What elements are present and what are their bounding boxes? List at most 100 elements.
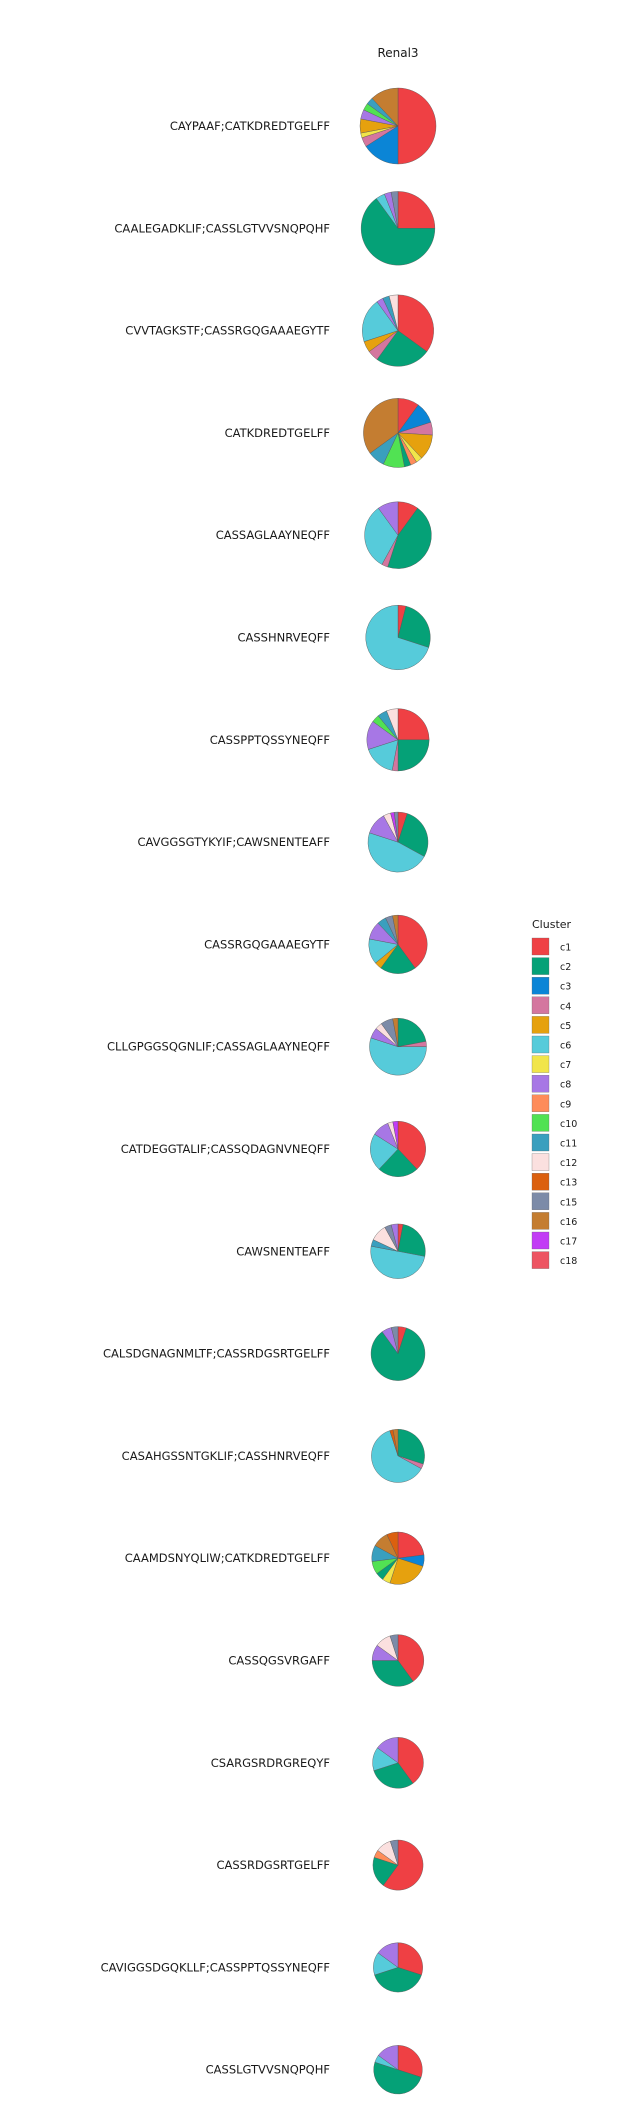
pie-row: CAVIGGSDGQKLLF;CASSPPTQSSYNEQFF xyxy=(101,1942,423,1993)
legend-swatch-c2 xyxy=(531,957,550,975)
legend-label-c9: c9 xyxy=(560,1099,571,1110)
legend-title: Cluster xyxy=(532,918,572,931)
pie-slice-c6 xyxy=(369,1037,427,1076)
pie-row: CVVTAGKSTF;CASSRGQGAAAEGYTF xyxy=(125,294,434,367)
row-label: CAYPAAF;CATKDREDTGELFF xyxy=(170,119,330,133)
pie-row: CAVGGSGTYKYIF;CAWSNENTEAFF xyxy=(137,811,429,873)
pie-slice-c1 xyxy=(397,191,436,229)
row-label: CVVTAGKSTF;CASSRGQGAAAEGYTF xyxy=(125,324,330,338)
pie-slice-c2 xyxy=(397,1017,427,1047)
row-label: CSARGSRDRGREQYF xyxy=(211,1756,330,1770)
facet-title: Renal3 xyxy=(377,46,418,60)
pie-slice-c5 xyxy=(389,1557,424,1585)
pie-row: CSARGSRDRGREQYF xyxy=(211,1737,424,1789)
row-label: CASAHGSSNTGKLIF;CASSHNRVEQFF xyxy=(122,1449,330,1463)
pie-slice-c2 xyxy=(397,813,429,857)
pie-row: CASSPPTQSSYNEQFF xyxy=(210,708,430,772)
row-label: CAWSNENTEAFF xyxy=(236,1244,330,1258)
pie-row: CAYPAAF;CATKDREDTGELFF xyxy=(170,87,437,165)
pie-slice-c15 xyxy=(394,811,399,843)
pie-slice-c8 xyxy=(377,1737,399,1764)
pie-slice-c6 xyxy=(364,507,399,565)
legend-swatch-c17 xyxy=(531,1231,550,1250)
legend-swatch-c6 xyxy=(531,1035,550,1054)
pie-slice-c1 xyxy=(397,294,434,352)
pie-slice-c2 xyxy=(378,1148,418,1177)
pie-row: CAAMDSNYQLIW;CATKDREDTGELFF xyxy=(125,1531,425,1585)
pie-slice-c16 xyxy=(392,1429,399,1456)
pie-slice-c2 xyxy=(397,739,430,772)
legend-label-c11: c11 xyxy=(560,1139,577,1150)
pie-slice-c8 xyxy=(378,501,399,536)
pie-slice-c1 xyxy=(397,1737,424,1784)
pie-slice-c6 xyxy=(371,1430,422,1483)
legend-swatch-c15 xyxy=(531,1192,550,1210)
legend-swatch-c4 xyxy=(531,996,550,1014)
pie-slice-c6 xyxy=(362,301,399,342)
pie-slice-c1 xyxy=(397,2045,423,2078)
pie-slice-c1 xyxy=(397,1531,425,1559)
pie-slice-c2 xyxy=(360,198,436,266)
legend-label-c17: c17 xyxy=(560,1237,577,1248)
pie-slice-c8 xyxy=(390,1223,399,1252)
row-label: CAVGGSGTYKYIF;CAWSNENTEAFF xyxy=(137,835,330,849)
pie-slice-c1 xyxy=(397,1942,423,1976)
legend-swatch-c9 xyxy=(531,1094,550,1112)
row-label: CATDEGGTALIF;CASSQDAGNVNEQFF xyxy=(121,1142,330,1156)
pie-slice-c13 xyxy=(386,1531,399,1559)
pie-row: CASAHGSSNTGKLIF;CASSHNRVEQFF xyxy=(122,1429,425,1483)
legend-label-c18: c18 xyxy=(560,1256,577,1267)
legend-label-c6: c6 xyxy=(560,1041,571,1052)
pie-slice-c15 xyxy=(389,1839,399,1866)
pie-slice-c16 xyxy=(371,87,399,127)
pie-row: CASSAGLAAYNEQFF xyxy=(216,501,432,569)
pie-slice-c2 xyxy=(376,330,428,367)
pie-row: CATKDREDTGELFF xyxy=(225,398,433,468)
legend-swatch-c5 xyxy=(531,1016,550,1034)
pie-slice-c17 xyxy=(392,1121,399,1150)
legend-swatch-c1 xyxy=(531,937,550,956)
pie-row: CASSRGQGAAAEGYTF xyxy=(204,914,428,974)
pie-slice-c16 xyxy=(363,398,399,454)
legend-label-c13: c13 xyxy=(560,1178,577,1189)
pie-slice-c2 xyxy=(380,944,416,974)
pie-slice-c2 xyxy=(373,2061,422,2095)
row-label: CASSLGTVVSNQPQHF xyxy=(206,2063,330,2077)
pie-slice-c6 xyxy=(365,604,429,670)
pie-row: CASSRDGSRTGELFF xyxy=(216,1839,424,1891)
row-label: CASSPPTQSSYNEQFF xyxy=(210,733,330,747)
legend-swatch-c8 xyxy=(531,1075,550,1093)
pie-slice-c2 xyxy=(373,1762,414,1789)
legend-label-c8: c8 xyxy=(560,1080,571,1091)
pie-slice-c16 xyxy=(392,914,399,945)
legend-swatch-c16 xyxy=(531,1212,550,1230)
row-label: CAAMDSNYQLIW;CATKDREDTGELFF xyxy=(125,1551,330,1565)
row-label: CASSQGSVRGAFF xyxy=(228,1654,330,1668)
pie-slice-c6 xyxy=(370,1133,399,1170)
pie-row: CALSDGNAGNMLTF;CASSRDGSRTGELFF xyxy=(103,1326,426,1381)
row-label: CASSAGLAAYNEQFF xyxy=(216,528,330,542)
row-label: CASSHNRVEQFF xyxy=(237,631,330,645)
legend-swatch-c3 xyxy=(531,977,550,995)
pie-row: CATDEGGTALIF;CASSQDAGNVNEQFF xyxy=(121,1121,426,1177)
pie-slice-c8 xyxy=(378,2045,399,2071)
pie-slice-c2 xyxy=(370,1327,426,1381)
row-label: CATKDREDTGELFF xyxy=(225,426,330,440)
pie-slice-c15 xyxy=(389,1634,399,1661)
legend-swatch-c18 xyxy=(531,1251,550,1269)
pie-slice-c2 xyxy=(387,507,432,569)
row-label: CASSRDGSRTGELFF xyxy=(216,1858,330,1872)
legend-label-c15: c15 xyxy=(560,1197,577,1208)
legend-label-c10: c10 xyxy=(560,1119,577,1130)
pie-slice-c6 xyxy=(367,832,425,873)
legend-label-c1: c1 xyxy=(560,943,571,954)
legend-items: c1 c2 c3 c4 c5 c6 c7 c8 c9 c10 c11 c12 c13 c15 c16 c17 c… xyxy=(531,937,577,1269)
pie-row: CLLGPGGSQGNLIF;CASSAGLAAYNEQFF xyxy=(107,1017,427,1076)
pie-slice-c1 xyxy=(397,708,430,740)
pie-slice-c12 xyxy=(386,708,399,740)
pie-slice-c1 xyxy=(397,914,428,969)
legend-label-c2: c2 xyxy=(560,962,571,973)
row-label: CLLGPGGSQGNLIF;CASSAGLAAYNEQFF xyxy=(107,1040,330,1054)
pie-rows: CAYPAAF;CATKDREDTGELFF CAALEGADKLIF;CASSL… xyxy=(101,87,437,2095)
